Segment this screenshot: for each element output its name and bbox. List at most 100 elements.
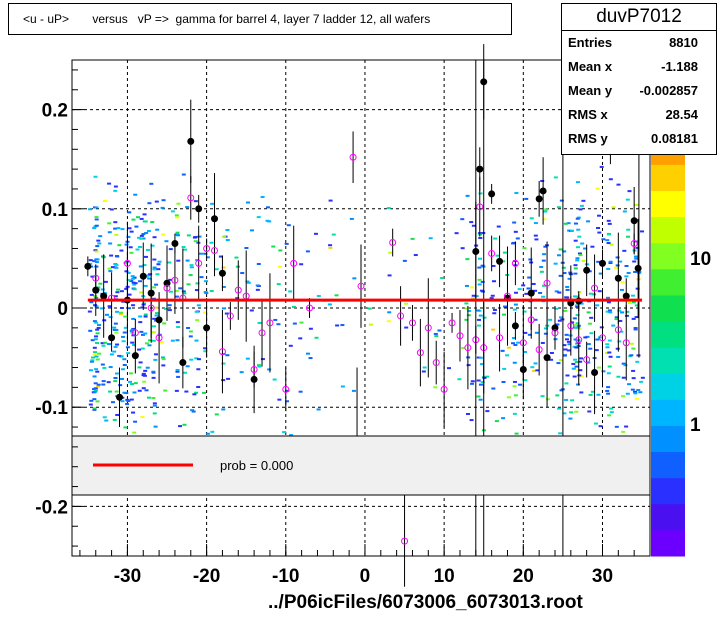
- histogram-cell: [94, 206, 99, 209]
- histogram-cell: [636, 389, 641, 392]
- histogram-cell: [292, 322, 297, 325]
- histogram-cell: [190, 409, 195, 412]
- histogram-cell: [203, 347, 208, 350]
- histogram-cell: [210, 430, 215, 433]
- histogram-cell: [131, 281, 136, 284]
- histogram-cell: [615, 264, 620, 267]
- histogram-cell: [531, 282, 536, 285]
- plot-title: <u - uP> versus vP => gamma for barrel 4…: [8, 3, 512, 35]
- histogram-cell: [89, 360, 94, 363]
- data-point: [179, 359, 187, 367]
- histogram-cell: [619, 330, 624, 333]
- histogram-cell: [631, 347, 636, 350]
- histogram-cell: [176, 325, 181, 328]
- histogram-cell: [260, 195, 265, 198]
- histogram-cell: [174, 289, 179, 292]
- histogram-cell: [308, 357, 313, 360]
- histogram-cell: [114, 233, 119, 236]
- histogram-cell: [129, 372, 134, 375]
- histogram-cell: [480, 264, 485, 267]
- histogram-cell: [433, 332, 438, 335]
- histogram-cell: [577, 235, 582, 238]
- histogram-cell: [276, 323, 281, 326]
- histogram-cell: [543, 332, 548, 335]
- histogram-cell: [298, 337, 303, 340]
- histogram-cell: [553, 176, 558, 179]
- histogram-cell: [563, 348, 568, 351]
- histogram-cell: [181, 173, 186, 176]
- legend-label: prob = 0.000: [220, 458, 293, 473]
- y-tick-label: 0.1: [42, 200, 69, 221]
- histogram-cell: [126, 271, 131, 274]
- histogram-cell: [175, 370, 180, 373]
- histogram-cell: [567, 343, 572, 346]
- histogram-cell: [555, 394, 560, 397]
- histogram-cell: [388, 251, 393, 254]
- histogram-cell: [249, 309, 254, 312]
- histogram-cell: [465, 258, 470, 261]
- data-point-open: [448, 319, 456, 327]
- histogram-cell: [119, 290, 124, 293]
- histogram-cell: [513, 291, 518, 294]
- histogram-cell: [196, 368, 201, 371]
- histogram-cell: [623, 364, 628, 367]
- histogram-cell: [506, 396, 511, 399]
- histogram-cell: [605, 239, 610, 242]
- histogram-cell: [88, 403, 93, 406]
- histogram-cell: [194, 289, 199, 292]
- histogram-cell: [277, 398, 282, 401]
- histogram-cell: [89, 293, 94, 296]
- histogram-cell: [143, 332, 148, 335]
- histogram-cell: [561, 266, 566, 269]
- histogram-cell: [146, 229, 151, 232]
- histogram-cell: [151, 376, 156, 379]
- data-point-open: [131, 329, 139, 337]
- histogram-cell: [597, 290, 602, 293]
- histogram-cell: [175, 321, 180, 324]
- histogram-cell: [308, 327, 313, 330]
- histogram-cell: [147, 277, 152, 280]
- histogram-cell: [638, 391, 643, 394]
- histogram-cell: [565, 288, 570, 291]
- histogram-cell: [567, 229, 572, 232]
- data-point: [476, 165, 484, 173]
- histogram-cell: [188, 335, 193, 338]
- data-point: [614, 274, 622, 282]
- histogram-cell: [221, 266, 226, 269]
- histogram-cell: [88, 259, 93, 262]
- histogram-cell: [107, 182, 112, 185]
- histogram-cell: [256, 216, 261, 219]
- histogram-cell: [288, 290, 293, 293]
- histogram-cell: [161, 233, 166, 236]
- histogram-cell: [113, 322, 118, 325]
- histogram-cell: [117, 244, 122, 247]
- histogram-cell: [154, 306, 159, 309]
- histogram-cell: [534, 331, 539, 334]
- histogram-cell: [605, 343, 610, 346]
- histogram-cell: [404, 326, 409, 329]
- histogram-cell: [257, 365, 262, 368]
- histogram-cell: [98, 282, 103, 285]
- histogram-cell: [106, 381, 111, 384]
- histogram-cell: [512, 361, 517, 364]
- histogram-cell: [609, 411, 614, 414]
- histogram-cell: [174, 214, 179, 217]
- colorbar-segment: [651, 373, 685, 400]
- histogram-cell: [624, 425, 629, 428]
- histogram-cell: [478, 314, 483, 317]
- histogram-cell: [164, 240, 169, 243]
- histogram-cell: [152, 404, 157, 407]
- histogram-cell: [328, 244, 333, 247]
- histogram-cell: [135, 248, 140, 251]
- data-point-open: [535, 346, 543, 354]
- histogram-cell: [629, 342, 634, 345]
- histogram-cell: [141, 333, 146, 336]
- data-point: [187, 137, 195, 145]
- data-point-open: [432, 359, 440, 367]
- histogram-cell: [331, 233, 336, 236]
- histogram-cell: [114, 263, 119, 266]
- histogram-cell: [162, 322, 167, 325]
- histogram-cell: [627, 302, 632, 305]
- histogram-cell: [595, 338, 600, 341]
- histogram-cell: [282, 431, 287, 434]
